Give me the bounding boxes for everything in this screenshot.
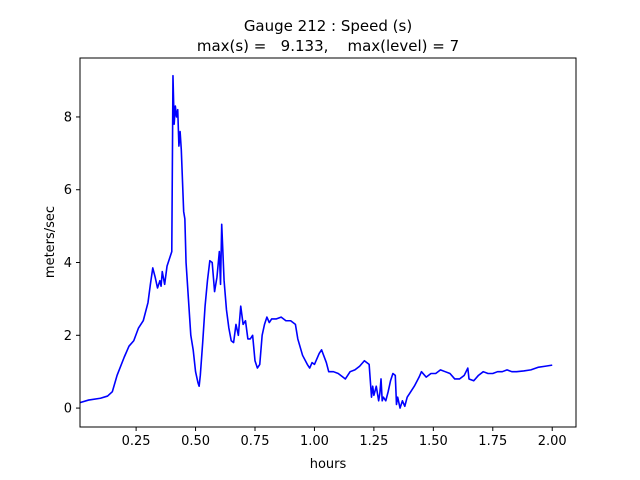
x-tick-label: 1.75 <box>478 434 507 449</box>
x-axis-label: hours <box>310 457 347 472</box>
x-tick-label: 1.00 <box>300 434 329 449</box>
y-tick-label: 2 <box>64 329 72 344</box>
chart-subtitle: max(s) = 9.133, max(level) = 7 <box>197 37 459 55</box>
y-tick-label: 8 <box>64 110 72 125</box>
x-tick-label: 1.50 <box>419 434 448 449</box>
y-tick-label: 0 <box>64 402 72 417</box>
x-tick-label: 2.00 <box>538 434 567 449</box>
x-tick-label: 0.75 <box>241 434 270 449</box>
x-tick-label: 0.50 <box>181 434 210 449</box>
y-tick-label: 6 <box>64 183 72 198</box>
chart-title: Gauge 212 : Speed (s) <box>244 17 412 35</box>
data-line <box>79 74 553 409</box>
plot-frame <box>79 57 577 428</box>
x-tick-label: 1.25 <box>359 434 388 449</box>
y-axis-label: meters/sec <box>43 206 58 278</box>
x-tick-label: 0.25 <box>122 434 151 449</box>
y-tick-label: 4 <box>64 256 72 271</box>
